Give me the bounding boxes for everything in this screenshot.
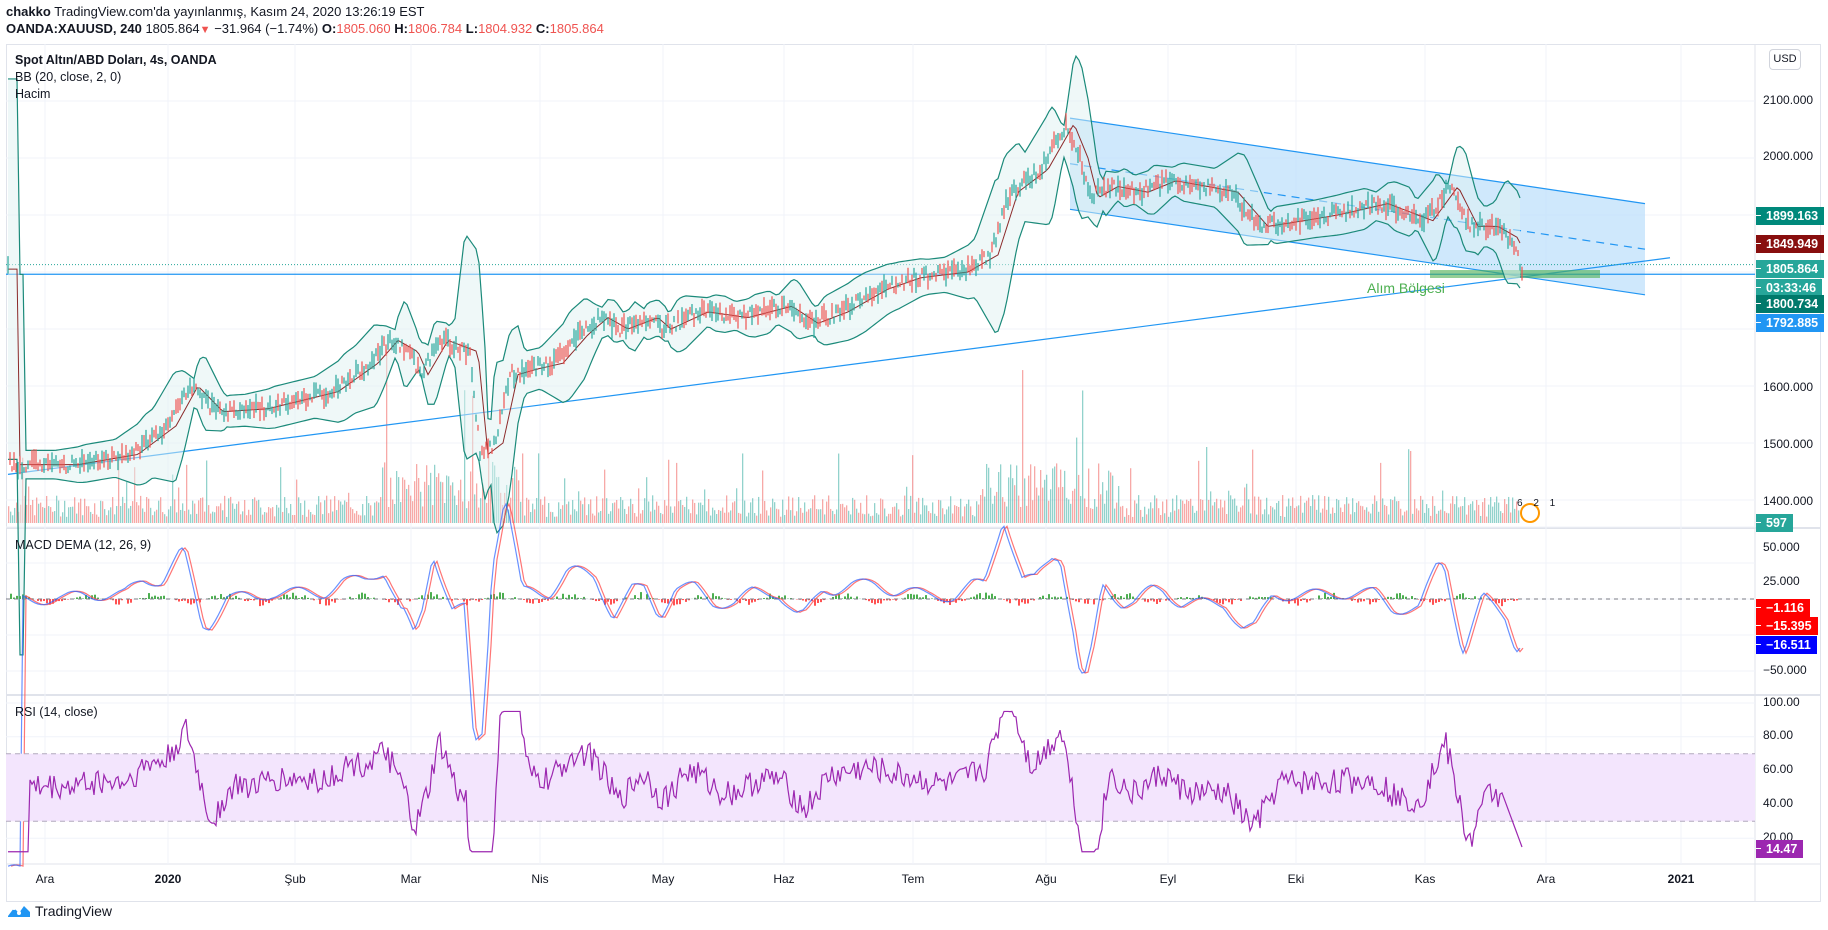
channel-upper-line [1069, 117, 1646, 205]
price-tick: 1500.000 [1763, 437, 1814, 451]
low-label: L: [465, 21, 479, 36]
volume-legend[interactable]: Hacim [15, 87, 51, 101]
time-label: 2021 [1667, 872, 1695, 886]
brand-text: TradingView [35, 903, 113, 919]
event-counts[interactable]: 6 2 1 [1517, 498, 1560, 509]
time-label: Nis [531, 872, 549, 886]
price-badge: 1899.163 [1756, 207, 1825, 225]
price-badge: −1.116 [1756, 599, 1810, 617]
time-label: May [651, 872, 675, 886]
rsi-tick: 40.00 [1763, 796, 1794, 810]
macd-line [7, 502, 1521, 867]
bb-lower [8, 155, 1521, 656]
open-value: 1805.060 [336, 21, 391, 36]
low-value: 1804.932 [478, 21, 533, 36]
publish-info: chakko TradingView.com'da yayınlanmış, K… [6, 4, 425, 19]
bb-legend[interactable]: BB (20, close, 2, 0) [15, 70, 122, 84]
uptrend-line [7, 257, 1671, 475]
triangle-down-icon: ▼ [199, 24, 211, 36]
symbol-info: OANDA:XAUUSD, 240 1805.864▼ −31.964 (−1.… [6, 21, 604, 36]
price-badge: 14.47 [1756, 840, 1804, 858]
bb-upper [8, 54, 1521, 452]
price-badge: 1849.949 [1756, 235, 1825, 253]
price-badge: −16.511 [1756, 636, 1817, 654]
macd-tick: −50.000 [1763, 663, 1807, 677]
rsi-line [8, 710, 1523, 853]
author[interactable]: chakko [6, 4, 51, 19]
last-price: 1805.864 [145, 21, 200, 36]
rsi-tick: 80.00 [1763, 728, 1794, 742]
price-tick: 2000.000 [1763, 149, 1814, 163]
price-change: −31.964 (−1.74%) [214, 21, 319, 36]
open-label: O: [321, 21, 337, 36]
bb-fill [8, 56, 1520, 655]
price-badge: 1792.885 [1756, 314, 1825, 332]
time-label: Eki [1287, 872, 1305, 886]
price-badge: −15.395 [1756, 617, 1818, 635]
price-tick: 1600.000 [1763, 380, 1814, 394]
symbol: OANDA:XAUUSD, 240 [6, 21, 142, 36]
time-label: Kas [1414, 872, 1436, 886]
time-label: Ara [35, 872, 55, 886]
close-value: 1805.864 [549, 21, 604, 36]
high-value: 1806.784 [407, 21, 463, 36]
channel-lower-line [1069, 208, 1646, 296]
macd-tick: 25.000 [1763, 574, 1800, 588]
time-label: Ara [1536, 872, 1556, 886]
rsi-tick: 60.00 [1763, 762, 1794, 776]
price-badge: 597 [1756, 514, 1793, 532]
publish-text: TradingView.com'da yayınlanmış, Kasım 24… [54, 4, 425, 19]
price-badge: 03:33:46 [1756, 279, 1823, 297]
tradingview-logo-icon [8, 906, 30, 917]
time-label: Haz [773, 872, 795, 886]
price-tick: 2100.000 [1763, 93, 1814, 107]
main-legend-title[interactable]: Spot Altın/ABD Doları, 4s, OANDA [15, 53, 217, 67]
close-label: C: [535, 21, 550, 36]
time-label: Tem [901, 872, 925, 886]
event-icon [1520, 503, 1540, 523]
time-label: Şub [284, 872, 306, 886]
time-label: Eyl [1159, 872, 1177, 886]
time-label: Ağu [1035, 872, 1057, 886]
time-label: 2020 [154, 872, 182, 886]
time-label: Mar [400, 872, 422, 886]
macd-legend[interactable]: MACD DEMA (12, 26, 9) [15, 538, 152, 552]
currency-button[interactable]: USD [1769, 49, 1801, 70]
macd-tick: 50.000 [1763, 540, 1800, 554]
price-tick: 1400.000 [1763, 494, 1814, 508]
high-label: H: [394, 21, 408, 36]
tradingview-brand[interactable]: TradingView [7, 903, 112, 919]
price-badge: 1805.864 [1756, 260, 1825, 278]
rsi-band [6, 753, 1755, 822]
rsi-legend[interactable]: RSI (14, close) [15, 705, 98, 719]
buy-zone-label: Alım Bölgesi [1367, 280, 1445, 296]
price-badge: 1800.734 [1756, 295, 1825, 313]
rsi-tick: 100.00 [1763, 695, 1800, 709]
